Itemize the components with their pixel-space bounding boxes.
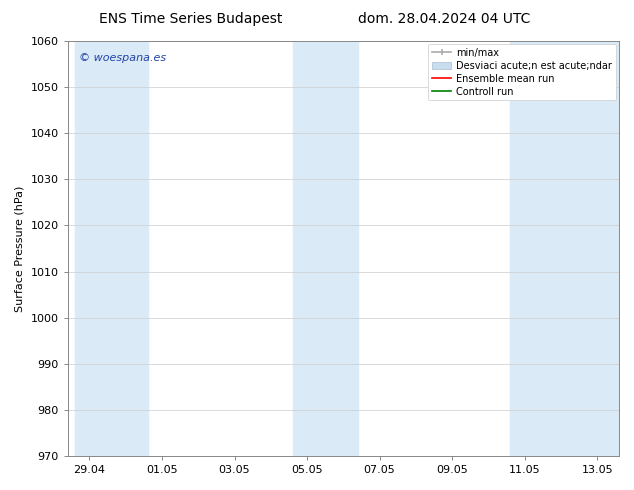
Text: © woespana.es: © woespana.es — [79, 53, 166, 64]
Bar — [510, 41, 619, 456]
Text: ENS Time Series Budapest: ENS Time Series Budapest — [98, 12, 282, 26]
Y-axis label: Surface Pressure (hPa): Surface Pressure (hPa) — [15, 185, 25, 312]
Legend: min/max, Desviaci acute;n est acute;ndar, Ensemble mean run, Controll run: min/max, Desviaci acute;n est acute;ndar… — [428, 44, 616, 100]
Bar — [292, 41, 358, 456]
Bar — [75, 41, 148, 456]
Text: dom. 28.04.2024 04 UTC: dom. 28.04.2024 04 UTC — [358, 12, 530, 26]
